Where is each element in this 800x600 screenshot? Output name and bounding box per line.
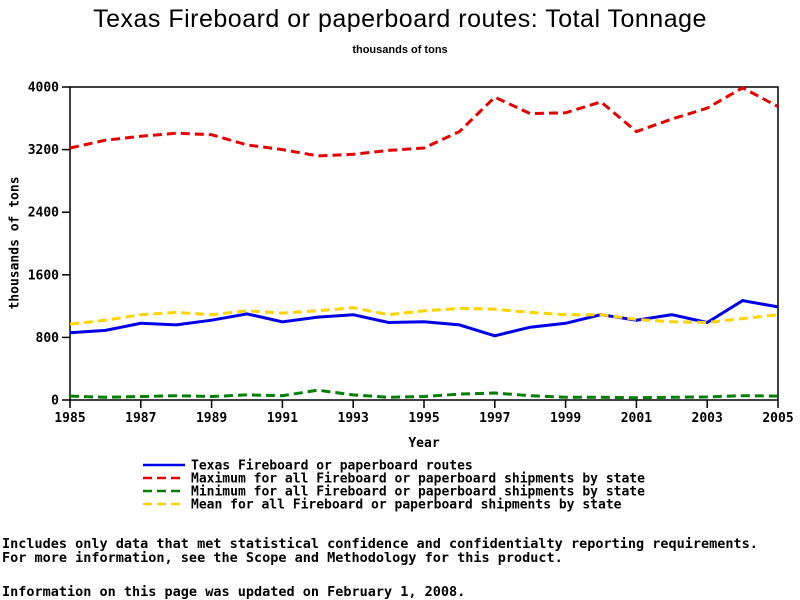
legend-label-texas: Texas Fireboard or paperboard routes — [191, 459, 473, 474]
page-title: Texas Fireboard or paperboard routes: To… — [93, 5, 707, 33]
x-tick-label: 2005 — [762, 411, 793, 426]
y-tick-label: 0 — [51, 394, 59, 409]
x-tick-label: 1993 — [338, 411, 369, 426]
legend-label-mean: Mean for all Fireboard or paperboard shi… — [191, 498, 622, 513]
plot-frame — [69, 86, 779, 401]
series-mean — [69, 306, 779, 326]
x-tick-label: 1999 — [550, 411, 581, 426]
y-tick-label: 3200 — [28, 143, 59, 158]
x-tick-label: 2001 — [621, 411, 652, 426]
legend-label-maximum: Maximum for all Fireboard or paperboard … — [191, 472, 645, 487]
updated-note: Information on this page was updated on … — [2, 584, 466, 600]
y-tick-label: 1600 — [28, 268, 59, 283]
series-minimum — [69, 388, 779, 400]
series-texas — [69, 299, 779, 338]
x-tick-label: 2003 — [692, 411, 723, 426]
x-tick-label: 1991 — [267, 411, 298, 426]
series-maximum — [69, 86, 779, 158]
footnote-methodology: For more information, see the Scope and … — [2, 550, 563, 566]
y-tick-label: 2400 — [28, 206, 59, 221]
legend-label-minimum: Minimum for all Fireboard or paperboard … — [191, 485, 645, 500]
y-tick-label: 4000 — [28, 81, 59, 96]
x-axis-title: Year — [408, 436, 440, 451]
chart-subtitle: thousands of tons — [352, 44, 448, 56]
x-tick-label: 1985 — [54, 411, 85, 426]
x-tick-label: 1987 — [125, 411, 156, 426]
y-axis-title: thousands of tons — [7, 176, 23, 310]
x-tick-label: 1995 — [408, 411, 439, 426]
x-tick-label: 1989 — [196, 411, 227, 426]
footnote-confidence: Includes only data that met statistical … — [2, 536, 758, 552]
x-tick-label: 1997 — [479, 411, 510, 426]
y-tick-label: 800 — [36, 331, 60, 346]
